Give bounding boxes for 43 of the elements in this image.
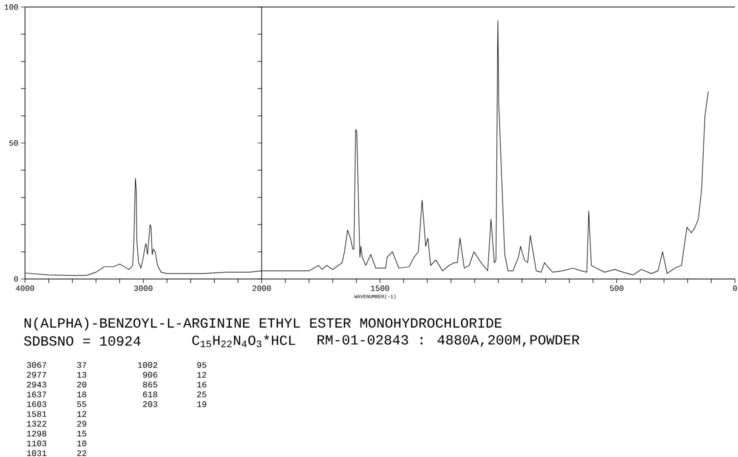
text: 865 xyxy=(143,382,158,388)
text: 1031 xyxy=(27,450,46,456)
text: 15 xyxy=(77,430,86,436)
text: 1103 xyxy=(27,440,46,446)
x-tick-label: 0 xyxy=(733,286,737,291)
x-tick-label: 4000 xyxy=(16,286,34,291)
y-tick-label: 0 xyxy=(14,276,18,282)
text: 1322 xyxy=(27,420,46,427)
text: 37 xyxy=(77,362,86,368)
y-tick-label: 50 xyxy=(9,140,18,146)
text: 25 xyxy=(197,392,206,398)
text: RM-01-02843 : 4880A,200M,POWDER xyxy=(318,335,580,347)
text: 95 xyxy=(197,362,206,368)
text: N(ALPHA)-BENZOYL-L-ARGININE ETHYL ESTER MONOHYDROCHLORIDE xyxy=(24,317,502,331)
text: 203 xyxy=(143,401,158,408)
text: 10 xyxy=(77,440,86,446)
x-tick-label: 3000 xyxy=(134,286,152,291)
x-tick-label: 500 xyxy=(610,286,624,291)
text: 29 xyxy=(77,420,86,427)
text: 906 xyxy=(143,372,158,378)
text: 2977 xyxy=(27,372,46,378)
text: 618 xyxy=(143,392,158,398)
text: 55 xyxy=(77,401,86,408)
text: C$_{15}$H$_{22}$N$_{4}$O$_{3}$*HCL xyxy=(192,334,296,348)
x-tick-label: 1500 xyxy=(370,286,390,291)
text: 19 xyxy=(197,401,206,408)
text: 13 xyxy=(77,372,86,378)
y-tick-label: 100 xyxy=(4,4,18,10)
text: 1603 xyxy=(27,401,46,408)
text: 2943 xyxy=(27,382,46,388)
text: 1637 xyxy=(27,392,46,398)
text: SDBSNO = 10924 xyxy=(24,336,140,346)
text: 18 xyxy=(77,392,86,398)
text: 12 xyxy=(197,372,206,378)
text: 1298 xyxy=(27,430,46,436)
text: 1581 xyxy=(27,411,46,417)
text: 20 xyxy=(77,382,86,388)
text: 12 xyxy=(77,411,86,417)
text: 1002 xyxy=(138,362,158,368)
x-tick-label: 2000 xyxy=(252,286,271,291)
text: 22 xyxy=(77,450,86,456)
text: 3067 xyxy=(26,362,46,368)
text: 16 xyxy=(197,382,206,388)
